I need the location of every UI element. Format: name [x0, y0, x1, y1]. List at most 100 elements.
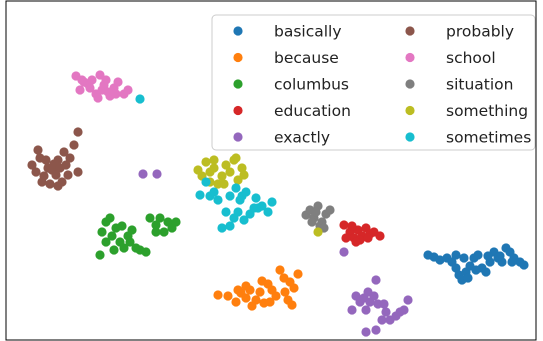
point-probably-11: [69, 140, 79, 150]
point-exactly-1: [152, 169, 162, 179]
point-something-14: [219, 179, 229, 189]
point-sometimes-4: [209, 187, 219, 197]
point-school-18: [77, 75, 87, 85]
point-because-24: [233, 285, 243, 295]
legend: basically because columbus education exactly…: [211, 14, 536, 151]
point-probably-12: [73, 127, 83, 137]
point-sometimes-17: [263, 207, 273, 217]
point-school-12: [113, 77, 123, 87]
point-columbus-24: [151, 227, 161, 237]
point-sometimes-1: [195, 190, 205, 200]
point-probably-6: [51, 170, 61, 180]
legend-marker-basically: [233, 26, 243, 36]
point-exactly-11: [381, 307, 391, 317]
point-school-19: [111, 89, 121, 99]
point-exactly-15: [399, 305, 409, 315]
legend-box: [211, 14, 536, 151]
point-because-18: [241, 281, 251, 291]
point-columbus-20: [159, 227, 169, 237]
point-school-16: [85, 83, 95, 93]
point-columbus-13: [109, 245, 119, 255]
legend-marker-something: [405, 105, 415, 116]
point-because-11: [271, 291, 281, 301]
point-sometimes-21: [235, 195, 245, 205]
point-columbus-16: [95, 250, 105, 260]
point-situation-6: [325, 205, 335, 215]
point-school-1: [75, 85, 85, 95]
legend-marker-exactly: [233, 132, 243, 142]
point-exactly-17: [371, 275, 381, 285]
point-because-0: [213, 290, 223, 300]
point-sometimes-23: [251, 193, 261, 203]
point-education-13: [351, 237, 361, 247]
point-exactly-20: [347, 305, 357, 315]
point-because-4: [241, 293, 251, 303]
point-probably-18: [73, 167, 83, 177]
point-something-11: [237, 163, 247, 173]
point-school-4: [87, 75, 97, 85]
point-probably-15: [33, 145, 43, 155]
point-education-0: [339, 220, 349, 230]
point-exactly-0: [138, 169, 148, 179]
point-basically-23: [451, 250, 461, 260]
point-school-9: [101, 75, 111, 85]
point-because-19: [247, 301, 257, 311]
point-exactly-21: [363, 287, 373, 297]
point-columbus-18: [151, 220, 161, 230]
point-something-4: [209, 163, 219, 173]
point-school-17: [103, 87, 113, 97]
point-education-12: [369, 227, 379, 237]
point-sometimes-6: [217, 223, 227, 233]
point-columbus-8: [127, 225, 137, 235]
point-probably-16: [41, 155, 51, 165]
point-education-8: [347, 221, 357, 231]
point-sometimes-12: [241, 187, 251, 197]
point-exactly-18: [361, 327, 371, 337]
point-because-7: [255, 287, 265, 297]
point-columbus-3: [107, 231, 117, 241]
point-columbus-15: [125, 237, 135, 247]
point-exactly-22: [379, 299, 389, 309]
point-sometimes-0: [135, 94, 145, 104]
legend-label-probably: probably: [446, 23, 514, 41]
point-because-17: [293, 269, 303, 279]
point-something-6: [217, 171, 227, 181]
legend-label-school: school: [446, 49, 496, 67]
point-columbus-0: [97, 227, 107, 237]
point-basically-25: [463, 273, 473, 283]
point-exactly-2: [339, 247, 349, 257]
point-sometimes-20: [239, 215, 249, 225]
point-because-1: [223, 291, 233, 301]
point-probably-13: [37, 177, 47, 187]
point-probably-17: [59, 147, 69, 157]
point-something-15: [231, 153, 241, 163]
legend-label-situation: situation: [446, 76, 513, 94]
point-education-10: [363, 233, 373, 243]
legend-marker-school: [405, 52, 415, 63]
legend-label-something: something: [446, 102, 528, 120]
point-basically-27: [483, 251, 493, 261]
point-because-23: [285, 277, 295, 287]
point-sometimes-18: [267, 197, 277, 207]
point-because-15: [287, 300, 297, 310]
point-something-8: [225, 167, 235, 177]
point-probably-1: [31, 167, 41, 177]
point-exactly-10: [377, 315, 387, 325]
point-probably-14: [45, 179, 55, 189]
point-basically-28: [495, 251, 505, 261]
legend-label-sometimes: sometimes: [446, 129, 531, 147]
legend-label-because: because: [274, 49, 339, 67]
point-columbus-23: [171, 217, 181, 227]
point-probably-21: [63, 170, 73, 180]
point-columbus-12: [101, 237, 111, 247]
legend-marker-because: [233, 52, 243, 63]
point-something-16: [313, 227, 323, 237]
point-probably-10: [65, 153, 75, 163]
point-columbus-17: [145, 213, 155, 223]
point-education-7: [341, 233, 351, 243]
point-something-12: [239, 170, 249, 180]
legend-marker-education: [233, 105, 243, 116]
point-because-20: [257, 276, 267, 286]
point-probably-22: [55, 163, 65, 173]
legend-label-education: education: [274, 102, 351, 120]
